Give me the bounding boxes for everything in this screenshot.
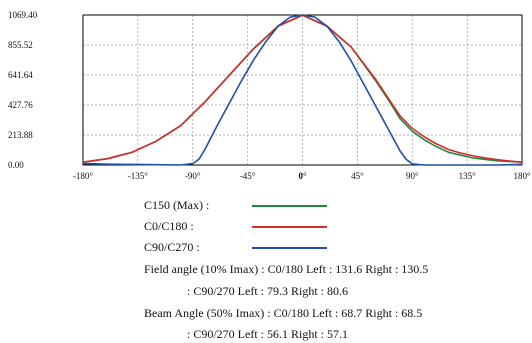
y-tick-label: 855.52 — [8, 40, 33, 50]
x-tick-label: -90° — [185, 171, 201, 181]
x-tick-label: 180° — [513, 171, 531, 181]
x-tick-label: 45° — [351, 171, 364, 181]
x-tick-label: 135° — [459, 171, 477, 181]
y-tick-label: 213.88 — [8, 130, 33, 140]
y-tick-label: 0.00 — [8, 160, 24, 170]
legend-item-c0-c180: C0/C180 : — [144, 219, 327, 234]
field-angle-c90-note: : C90/270 Left : 79.3 Right : 80.6 — [187, 284, 348, 298]
legend-swatch-c90-c270 — [252, 246, 327, 249]
x-tick-label: -135° — [128, 171, 148, 181]
beam-angle-c0-note: Beam Angle (50% Imax) : C0/180 Left : 68… — [144, 306, 423, 320]
x-tick-label: 0° — [298, 171, 307, 181]
x-axis-ticks: -180° -135° -90° -45° 0° 45° 90° 135° 180° — [73, 171, 531, 181]
legend-label-c90-c270: C90/C270 : — [144, 240, 200, 254]
photometric-chart: 1069.40 855.52 641.64 427.76 213.88 0.00 -180… — [8, 10, 531, 181]
beam-angle-c90-note: : C90/270 Left : 56.1 Right : 57.1 — [187, 327, 348, 341]
series-line — [82, 14, 523, 163]
field-angle-c0-note: Field angle (10% Imax) : C0/180 Left : 1… — [144, 262, 429, 276]
x-tick-label: -180° — [73, 171, 93, 181]
legend-label-c0-c180: C0/C180 : — [144, 219, 194, 233]
x-tick-label: 90° — [406, 171, 419, 181]
y-tick-label: 641.64 — [8, 70, 33, 80]
y-tick-label: 1069.40 — [8, 10, 38, 20]
legend-item-c150: C150 (Max) : — [144, 198, 327, 213]
series-line — [82, 14, 523, 166]
x-tick-label: -45° — [240, 171, 256, 181]
legend-label-c150: C150 (Max) : — [144, 198, 210, 212]
legend-swatch-c150 — [252, 204, 327, 207]
legend-swatch-c0-c180 — [252, 225, 327, 228]
y-tick-label: 427.76 — [8, 100, 33, 110]
chart-series — [82, 14, 523, 166]
legend-item-c90-c270: C90/C270 : — [144, 240, 327, 255]
chart-grid — [82, 14, 523, 166]
plot-frame — [82, 14, 523, 166]
y-axis-ticks: 1069.40 855.52 641.64 427.76 213.88 0.00 — [8, 10, 38, 170]
